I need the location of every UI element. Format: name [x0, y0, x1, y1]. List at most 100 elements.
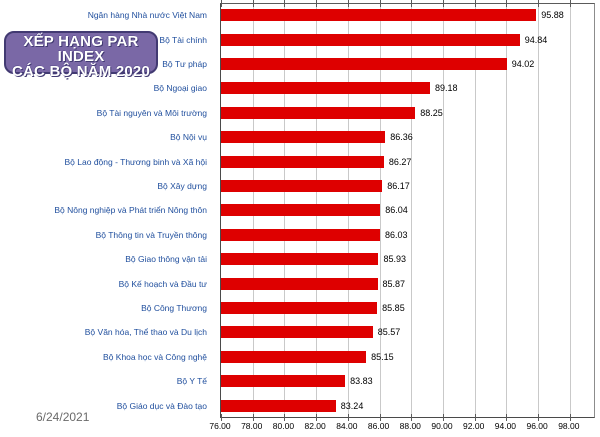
bar — [221, 350, 367, 363]
category-label: Bộ Khoa học và Công nghệ — [103, 351, 207, 362]
x-axis-tick-label: 96.00 — [526, 421, 548, 431]
bar-row: Ngân hàng Nhà nước Việt Nam 95.88 — [0, 3, 600, 27]
bar — [221, 326, 373, 339]
axis-tick — [506, 0, 508, 7]
category-label: Bộ Kế hoạch và Đầu tư — [118, 278, 207, 289]
value-label: 85.15 — [371, 351, 394, 362]
axis-tick — [474, 414, 476, 421]
category-label: Bộ Văn hóa, Thể thao và Du lịch — [84, 327, 207, 338]
axis-tick — [379, 414, 381, 421]
category-label: Bộ Giáo dục và Đào tạo — [116, 400, 207, 411]
x-axis-tick-label: 98.00 — [558, 421, 580, 431]
bar-row: Bộ Tài nguyên và Môi trường 88.25 — [0, 101, 600, 125]
axis-tick — [284, 0, 286, 7]
x-axis-tick-label: 80.00 — [272, 421, 295, 431]
category-label: Bộ Ngoại giao — [153, 83, 207, 94]
bar — [221, 106, 416, 119]
axis-tick — [442, 414, 444, 421]
axis-tick — [316, 414, 318, 421]
bar — [221, 204, 381, 217]
bar-row: Bộ Văn hóa, Thể thao và Du lịch 85.57 — [0, 320, 600, 344]
category-label: Bộ Nông nghiệp và Phát triển Nông thôn — [54, 205, 207, 216]
axis-tick — [569, 414, 571, 421]
category-label: Ngân hàng Nhà nước Việt Nam — [87, 10, 207, 21]
category-label: Bộ Tài nguyên và Môi trường — [96, 107, 207, 118]
bar-row: Bộ Kế hoạch và Đầu tư 85.87 — [0, 271, 600, 295]
x-axis-tick-label: 84.00 — [336, 421, 358, 431]
x-axis-tick-label: 94.00 — [494, 421, 517, 431]
axis-tick — [221, 0, 222, 7]
gridline — [411, 4, 413, 417]
category-label: Bộ Tư pháp — [162, 59, 207, 70]
bar — [221, 33, 520, 46]
chart-title-line-3: CÁC BỘ NĂM 2020 — [11, 63, 151, 80]
value-label: 85.93 — [383, 254, 406, 265]
category-label: Bộ Thông tin và Truyền thông — [95, 229, 207, 240]
bar-row: Bộ Nội vụ 86.36 — [0, 125, 600, 149]
axis-tick — [379, 0, 381, 7]
x-axis-tick-label: 86.00 — [367, 421, 390, 431]
bar-rows: Ngân hàng Nhà nước Việt Nam 95.88 Bộ Tài c… — [0, 3, 600, 418]
axis-tick — [506, 414, 508, 421]
axis-tick — [411, 414, 413, 421]
axis-tick — [411, 0, 413, 7]
bar — [221, 82, 430, 95]
gridline — [474, 4, 476, 417]
axis-tick — [347, 414, 349, 421]
value-label: 86.03 — [385, 229, 408, 240]
bar — [221, 58, 507, 71]
category-label: Bộ Tài chính — [159, 34, 207, 45]
category-label: Bộ Nội vụ — [170, 132, 207, 143]
axis-tick — [569, 0, 571, 7]
gridline — [442, 4, 444, 417]
bar-row: Bộ Xây dựng 86.17 — [0, 174, 600, 198]
bar — [221, 302, 378, 315]
axis-tick — [221, 414, 222, 421]
chart-title-line-2: INDEX — [57, 48, 105, 65]
x-axis: 76.00 78.00 80.00 82.00 84.00 86.00 88.00 90.00… — [209, 421, 595, 435]
bar-row: Bộ Lao động - Thương binh và Xã hội 86.27 — [0, 149, 600, 173]
bar-row: Bộ Giao thông vận tải 85.93 — [0, 247, 600, 271]
x-axis-tick-label: 92.00 — [463, 421, 485, 431]
axis-tick — [252, 414, 254, 421]
value-label: 85.57 — [377, 327, 401, 338]
chart-title-box: XẾP HẠNG PAR INDEX CÁC BỘ NĂM 2020 — [4, 31, 158, 79]
value-label: 95.88 — [541, 10, 564, 21]
value-label: 86.04 — [385, 205, 408, 216]
bar-row: Bộ Giáo dục và Đào tạo 83.24 — [0, 394, 600, 418]
chart-title-line-1: XẾP HẠNG PAR — [23, 33, 139, 50]
bar-row: Bộ Y Tế 83.83 — [0, 369, 600, 393]
bar — [221, 9, 537, 22]
bar — [221, 375, 346, 388]
bar-row: Bộ Thông tin và Truyền thông 86.03 — [0, 223, 600, 247]
x-axis-tick-label: 90.00 — [431, 421, 453, 431]
value-label: 86.27 — [388, 156, 412, 167]
value-label: 86.17 — [387, 181, 410, 192]
gridline — [506, 4, 508, 417]
bar-row: Bộ Tài chính 94.84 — [0, 27, 600, 51]
axis-tick — [284, 414, 286, 421]
value-label: 89.18 — [434, 83, 458, 94]
x-axis-tick-label: 82.00 — [304, 421, 326, 431]
bar-row: Bộ Công Thương 85.85 — [0, 296, 600, 320]
axis-tick — [252, 0, 254, 7]
value-label: 83.24 — [340, 400, 364, 411]
axis-tick — [538, 0, 540, 7]
bar-row: Bộ Ngoại giao 89.18 — [0, 76, 600, 100]
bar — [221, 399, 336, 412]
category-label: Bộ Lao động - Thương binh và Xã hội — [64, 156, 207, 167]
bar-row: Bộ Nông nghiệp và Phát triển Nông thôn 86… — [0, 198, 600, 222]
x-axis-tick-label: 76.00 — [209, 421, 231, 431]
axis-tick — [347, 0, 349, 7]
value-label: 85.87 — [382, 278, 406, 289]
value-label: 94.84 — [524, 34, 548, 45]
value-label: 85.85 — [382, 303, 405, 314]
bar-row: Bộ Khoa học và Công nghệ 85.15 — [0, 345, 600, 369]
axis-tick — [442, 0, 444, 7]
gridline — [569, 4, 571, 417]
bar — [221, 155, 384, 168]
axis-tick — [474, 0, 476, 7]
x-axis-tick-label: 88.00 — [399, 421, 421, 431]
category-label: Bộ Y Tế — [176, 376, 207, 387]
